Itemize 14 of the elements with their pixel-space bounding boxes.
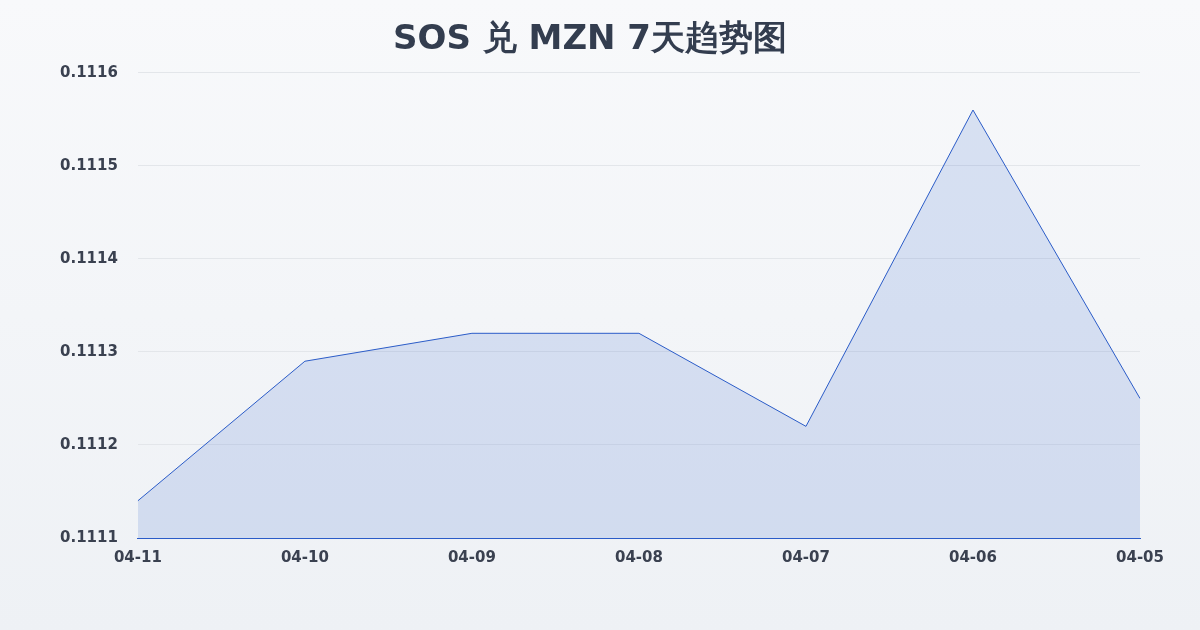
x-tick-label: 04-11 xyxy=(113,547,162,566)
y-tick-label: 0.1114 xyxy=(59,248,118,267)
y-tick-label: 0.1113 xyxy=(59,341,118,360)
x-tick-label: 04-09 xyxy=(447,547,496,566)
y-tick-label: 0.1112 xyxy=(59,434,118,453)
chart-title: SOS 兑 MZN 7天趋势图 xyxy=(393,17,787,58)
x-tick-label: 04-07 xyxy=(781,547,830,566)
x-tick-label: 04-10 xyxy=(280,547,329,566)
y-tick-label: 0.1111 xyxy=(59,527,118,546)
y-tick-label: 0.1116 xyxy=(59,62,118,81)
y-tick-label: 0.1115 xyxy=(59,155,118,174)
x-tick-label: 04-06 xyxy=(948,547,997,566)
x-tick-label: 04-08 xyxy=(614,547,663,566)
x-tick-label: 04-05 xyxy=(1116,547,1164,566)
